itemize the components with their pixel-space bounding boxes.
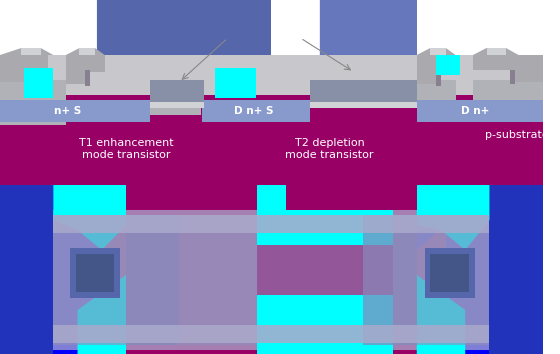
Polygon shape xyxy=(66,48,105,55)
Bar xyxy=(430,254,469,292)
Bar xyxy=(150,100,203,108)
Polygon shape xyxy=(473,48,519,55)
Polygon shape xyxy=(136,0,272,55)
Bar xyxy=(436,55,460,75)
Bar xyxy=(24,68,53,98)
Polygon shape xyxy=(21,48,41,55)
Polygon shape xyxy=(97,0,223,70)
Text: p-substrate: p-substrate xyxy=(484,130,548,140)
Polygon shape xyxy=(320,0,417,65)
Bar xyxy=(363,215,417,345)
Polygon shape xyxy=(0,48,53,55)
Polygon shape xyxy=(473,55,543,82)
Bar xyxy=(126,215,179,345)
Polygon shape xyxy=(417,55,455,84)
Polygon shape xyxy=(417,185,489,250)
Bar xyxy=(310,72,417,102)
Bar xyxy=(0,100,150,122)
Bar xyxy=(85,70,90,86)
Bar xyxy=(0,0,543,185)
Bar xyxy=(53,325,489,343)
Bar xyxy=(215,68,256,98)
Bar xyxy=(0,70,66,125)
Text: T1 enhancement
mode transistor: T1 enhancement mode transistor xyxy=(79,138,173,160)
Bar xyxy=(0,55,543,115)
Bar xyxy=(417,100,543,122)
Bar xyxy=(202,100,310,122)
Text: D n+ S: D n+ S xyxy=(234,106,274,116)
Polygon shape xyxy=(0,185,53,354)
Polygon shape xyxy=(417,275,465,354)
Bar xyxy=(76,254,114,292)
Bar xyxy=(0,185,543,354)
Text: D n+: D n+ xyxy=(461,106,489,116)
Bar xyxy=(424,248,475,298)
Bar xyxy=(126,185,257,210)
Bar xyxy=(286,185,417,210)
Polygon shape xyxy=(0,185,126,354)
Polygon shape xyxy=(417,185,543,354)
Bar xyxy=(70,248,120,298)
Bar xyxy=(150,70,200,115)
Polygon shape xyxy=(417,48,455,55)
Polygon shape xyxy=(53,185,126,250)
Bar xyxy=(510,70,515,84)
Polygon shape xyxy=(80,48,95,55)
Bar xyxy=(53,215,489,345)
Polygon shape xyxy=(77,275,126,354)
Bar xyxy=(150,80,203,102)
Bar xyxy=(257,185,393,245)
Bar xyxy=(310,100,417,108)
Bar xyxy=(0,95,543,185)
Polygon shape xyxy=(489,185,543,354)
Polygon shape xyxy=(430,48,446,55)
Bar xyxy=(53,210,489,350)
Bar xyxy=(257,210,393,354)
Polygon shape xyxy=(0,55,49,82)
Polygon shape xyxy=(66,55,105,84)
Bar xyxy=(29,70,34,84)
Bar xyxy=(436,70,441,86)
Text: T2 depletion
mode transistor: T2 depletion mode transistor xyxy=(285,138,374,160)
Polygon shape xyxy=(329,0,417,55)
Bar xyxy=(417,70,455,115)
Bar xyxy=(53,215,489,233)
Text: n+ S: n+ S xyxy=(54,106,81,116)
Polygon shape xyxy=(487,48,506,55)
Bar xyxy=(257,295,393,354)
Bar xyxy=(0,55,543,80)
Bar xyxy=(473,70,543,115)
